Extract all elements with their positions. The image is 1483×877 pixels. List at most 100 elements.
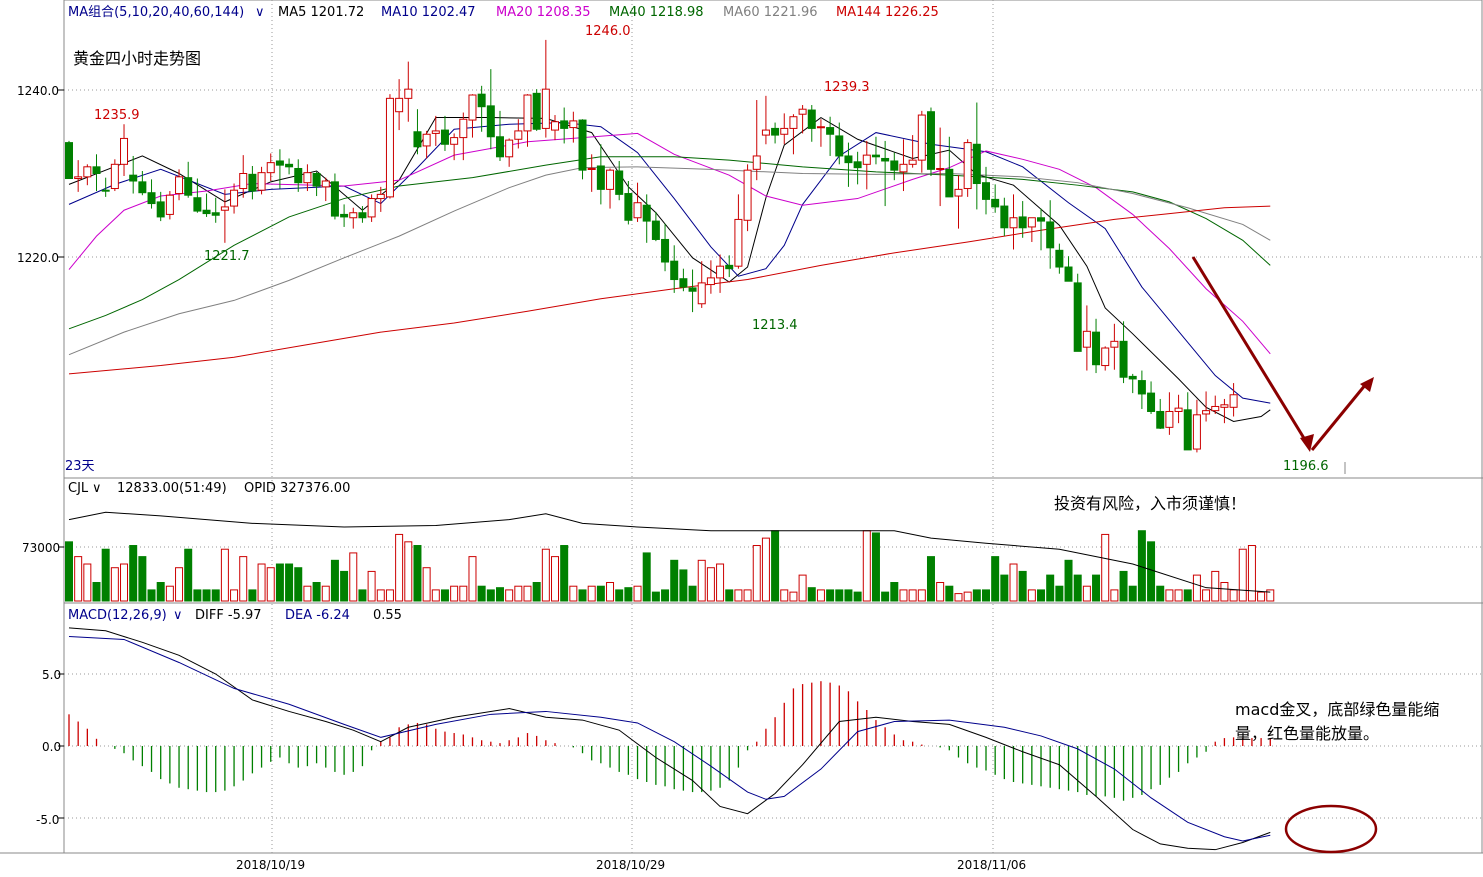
candle-body (1165, 410, 1174, 428)
candle-body (92, 166, 101, 175)
candle-body (294, 167, 303, 184)
volume-bar (120, 563, 129, 602)
volume-bar (578, 589, 587, 602)
candle-body (716, 265, 725, 279)
volume-bar (1257, 591, 1266, 602)
down-trend-arrow (1191, 256, 1312, 449)
volume-bar (633, 585, 642, 602)
volume-bar (1027, 589, 1036, 602)
macd-axis-label: 0.0 (42, 740, 61, 754)
candle-body (175, 176, 184, 195)
volume-bar (982, 589, 990, 602)
candle-body (954, 188, 963, 197)
candle-body (1128, 375, 1137, 380)
ma-combo-label[interactable]: MA组合(5,10,20,40,60,144) (68, 5, 244, 20)
candle-body (1110, 340, 1119, 348)
macd-diff: DIFF -5.97 (195, 608, 262, 623)
candle-body (963, 142, 972, 190)
candle-body (1073, 282, 1082, 352)
candle-body (551, 121, 560, 131)
candle-body (826, 127, 835, 135)
candle-body (871, 154, 880, 158)
annotation-high: 1239.3 (824, 80, 870, 95)
ma-combo-dropdown-icon[interactable]: ∨ (255, 5, 265, 20)
volume-bar (275, 563, 284, 602)
volume-bar (1147, 541, 1156, 602)
volume-bar (541, 548, 550, 602)
volume-bar (972, 589, 981, 602)
volume-bar (551, 556, 560, 602)
volume-bar (780, 589, 789, 602)
macd-cross-highlight (1284, 804, 1378, 854)
candle-body (972, 143, 981, 185)
volume-dropdown-icon[interactable]: ∨ (92, 481, 102, 496)
volume-bar (468, 556, 477, 602)
candle-body (816, 126, 825, 129)
candle-body (193, 197, 202, 212)
candle-body (789, 116, 798, 129)
candle-body (413, 131, 422, 148)
volume-bar (899, 589, 908, 602)
volume-bar (798, 574, 807, 602)
grid-lines (58, 0, 1483, 853)
candle-body (752, 155, 761, 170)
macd-dropdown-icon[interactable]: ∨ (173, 608, 183, 623)
macd-indicator-name[interactable]: MACD(12,26,9) (68, 608, 167, 623)
candle-body (523, 94, 532, 132)
volume-bar (312, 582, 321, 602)
volume-bar (1165, 589, 1174, 602)
volume-bar (220, 548, 229, 602)
volume-bar (239, 556, 248, 602)
ma-line-ma20 (68, 132, 1271, 355)
candle-body (257, 172, 266, 191)
candle-body (606, 169, 615, 190)
legend-ma144: MA144 1226.25 (836, 5, 939, 20)
candle-body (798, 108, 807, 115)
chart-title: 黄金四小时走势图 (73, 49, 201, 68)
candle-body (936, 167, 945, 170)
volume-bar (1082, 585, 1091, 602)
volume-bar (294, 567, 303, 602)
volume-bar (65, 541, 73, 602)
volume-bar (936, 582, 945, 602)
legend-ma60: MA60 1221.96 (723, 5, 818, 20)
volume-bar (816, 589, 825, 602)
volume-bar (83, 563, 92, 602)
volume-bar (917, 589, 926, 602)
candle-body (578, 119, 587, 171)
candle-body (835, 135, 844, 157)
candle-body (340, 213, 349, 218)
volume-bar (890, 582, 899, 602)
volume-bar (560, 545, 569, 602)
candle-body (771, 127, 780, 136)
up-trend-arrow (1310, 383, 1368, 451)
volume-indicator-name[interactable]: CJL (68, 481, 89, 496)
volume-bar (92, 582, 101, 602)
candle-body (1009, 217, 1018, 229)
ma-line-ma40 (68, 156, 1271, 330)
volume-bar (963, 591, 972, 602)
volume-bar (330, 559, 339, 602)
volume-bar (495, 587, 504, 602)
volume-bar (422, 567, 431, 602)
candle-body (440, 129, 449, 145)
candle-body (65, 142, 73, 180)
volume-bar (1073, 574, 1082, 602)
candle-body (505, 139, 514, 158)
volume-bar (1092, 574, 1101, 602)
candle-body (431, 130, 440, 134)
legend-ma5: MA5 1201.72 (278, 5, 364, 20)
candle-body (321, 180, 330, 188)
macd-value: 0.55 (373, 608, 402, 623)
volume-bar (349, 552, 358, 602)
candle-body (1046, 221, 1055, 249)
volume-bar (129, 545, 138, 602)
date-label: 2018/10/19 (236, 858, 305, 872)
volume-bar (184, 548, 193, 602)
candle-body (450, 137, 459, 145)
candle-body (266, 162, 275, 174)
macd-dea: DEA -6.24 (285, 608, 350, 623)
date-label: 2018/11/06 (957, 858, 1026, 872)
candle-body (670, 260, 679, 281)
